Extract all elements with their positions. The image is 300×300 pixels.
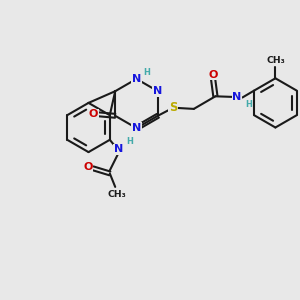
Text: CH₃: CH₃ [107,190,126,199]
Text: N: N [153,86,162,96]
Text: H: H [144,68,150,77]
Text: N: N [232,92,242,102]
Text: H: H [245,100,252,109]
Text: N: N [132,74,141,84]
Text: H: H [126,137,133,146]
Text: O: O [88,109,98,119]
Text: CH₃: CH₃ [266,56,285,65]
Text: O: O [83,162,93,172]
Text: O: O [208,70,218,80]
Text: N: N [114,144,123,154]
Text: S: S [169,101,178,114]
Text: N: N [132,123,141,133]
